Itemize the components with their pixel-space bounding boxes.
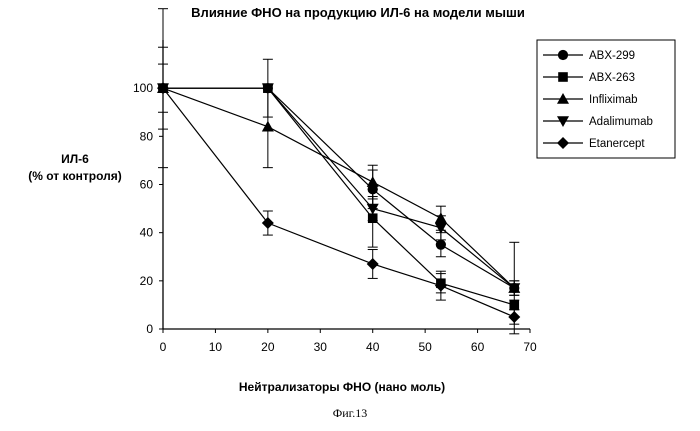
x-tick-label: 70 xyxy=(523,340,537,354)
series-line-abx-263 xyxy=(163,88,514,305)
legend-label-abx-263: ABX-263 xyxy=(589,72,635,84)
series-line-infliximab xyxy=(163,88,514,288)
series-line-etanercept xyxy=(163,88,514,317)
data-point-abx-263 xyxy=(509,300,519,310)
legend-label-adalimumab: Adalimumab xyxy=(589,116,653,128)
x-tick-label: 10 xyxy=(209,340,223,354)
x-tick-label: 60 xyxy=(471,340,485,354)
x-tick-label: 30 xyxy=(314,340,328,354)
data-point-etanercept xyxy=(262,217,274,229)
x-axis-label: Нейтрализаторы ФНО (нано моль) xyxy=(239,380,445,394)
y-tick-label: 80 xyxy=(140,129,154,143)
x-tick-label: 50 xyxy=(418,340,432,354)
y-axis-label-line-1: ИЛ-6 xyxy=(61,152,89,166)
chart-title: Влияние ФНО на продукцию ИЛ-6 на модели … xyxy=(191,5,525,20)
error-bars xyxy=(158,9,519,334)
y-tick-label: 40 xyxy=(140,226,154,240)
legend-label-infliximab: Infliximab xyxy=(589,94,638,106)
x-tick-label: 20 xyxy=(261,340,275,354)
legend: ABX-299 ABX-263 Infliximab Adalimumab Etaner… xyxy=(537,40,675,158)
data-point-abx-263 xyxy=(368,213,378,223)
y-tick-label: 20 xyxy=(140,274,154,288)
data-point-infliximab xyxy=(435,212,447,223)
y-tick-label: 0 xyxy=(146,322,153,336)
x-tick-label: 40 xyxy=(366,340,380,354)
legend-marker-abx-263 xyxy=(558,72,568,82)
y-tick-label: 100 xyxy=(133,81,153,95)
series-markers xyxy=(157,82,520,323)
axes xyxy=(163,40,530,329)
data-point-infliximab xyxy=(262,121,274,132)
legend-label-etanercept: Etanercept xyxy=(589,138,645,150)
series-lines xyxy=(163,88,514,317)
data-point-etanercept xyxy=(367,258,379,270)
data-point-etanercept xyxy=(508,311,520,323)
figure-caption: Фиг.13 xyxy=(333,406,367,420)
series-line-abx-299 xyxy=(163,88,514,288)
legend-marker-abx-299 xyxy=(558,50,568,60)
data-point-abx-299 xyxy=(436,240,446,250)
y-axis-label-line-2: (% от контроля) xyxy=(28,169,122,183)
x-tick-label: 0 xyxy=(160,340,167,354)
series-line-adalimumab xyxy=(163,88,514,288)
y-tick-label: 60 xyxy=(140,178,154,192)
ticks: 0 10 20 30 40 50 60 70 0 20 40 60 80 100 xyxy=(133,81,537,354)
data-point-infliximab xyxy=(367,176,379,187)
legend-label-abx-299: ABX-299 xyxy=(589,50,635,62)
